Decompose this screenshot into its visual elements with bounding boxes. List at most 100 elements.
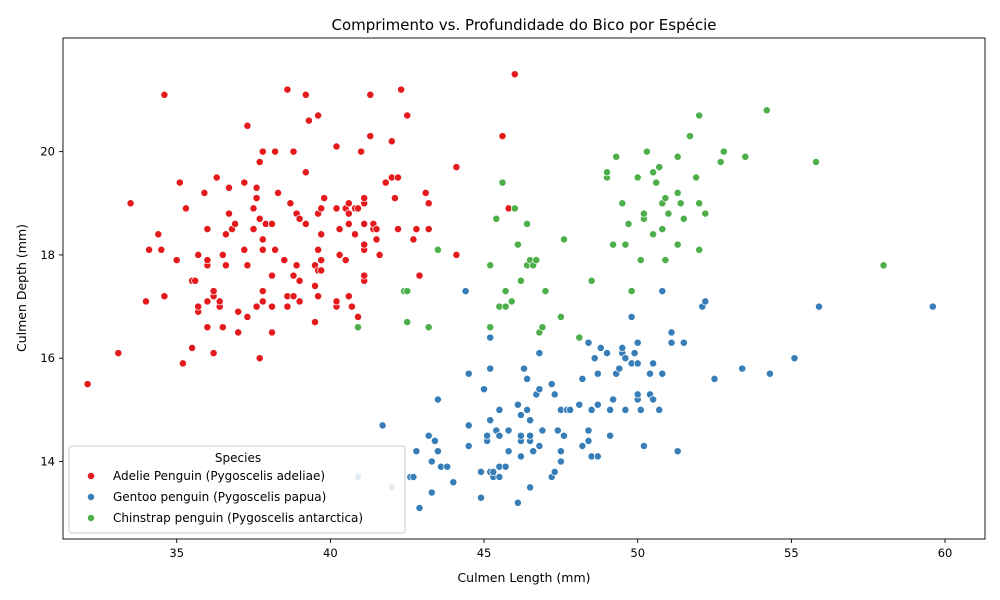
data-point — [317, 256, 326, 265]
data-point — [532, 256, 541, 265]
data-point — [271, 245, 280, 254]
data-point — [252, 302, 261, 311]
data-point — [495, 405, 504, 414]
data-point — [412, 225, 421, 234]
data-point — [510, 204, 519, 213]
data-point — [452, 250, 461, 259]
series-group — [354, 106, 888, 342]
data-point — [464, 442, 473, 450]
data-point — [516, 411, 525, 419]
data-point — [566, 405, 575, 414]
data-point — [603, 349, 611, 358]
data-point — [492, 214, 501, 223]
data-point — [513, 240, 522, 249]
y-tick-label: 14 — [40, 455, 55, 469]
data-point — [523, 374, 532, 383]
data-point — [701, 209, 710, 218]
data-point — [526, 483, 535, 492]
data-point — [335, 225, 344, 234]
data-point — [649, 359, 658, 368]
data-point — [175, 178, 184, 187]
data-point — [317, 266, 326, 275]
data-point — [575, 333, 584, 342]
data-point — [215, 297, 224, 306]
data-point — [615, 364, 624, 373]
data-point — [366, 132, 375, 141]
data-point — [212, 173, 221, 182]
data-point — [301, 168, 310, 177]
data-point — [234, 307, 243, 316]
data-point — [679, 214, 688, 223]
data-point — [200, 188, 209, 197]
data-point — [701, 297, 710, 306]
data-point — [271, 147, 280, 156]
data-point — [498, 132, 507, 141]
data-point — [360, 219, 369, 228]
data-point — [658, 287, 667, 296]
data-point — [606, 405, 615, 414]
data-point — [225, 183, 233, 192]
data-point — [765, 369, 774, 378]
data-point — [636, 256, 645, 265]
data-point — [258, 235, 267, 244]
data-point — [627, 312, 636, 321]
data-point — [477, 493, 485, 502]
data-point — [587, 276, 596, 285]
data-point — [354, 312, 362, 321]
data-point — [344, 199, 353, 208]
data-point — [762, 106, 771, 115]
data-point — [584, 338, 593, 347]
data-point — [636, 405, 645, 414]
data-point — [501, 302, 510, 311]
data-point — [501, 287, 510, 296]
data-point — [295, 214, 304, 223]
data-point — [188, 343, 197, 352]
data-point — [673, 447, 682, 456]
data-point — [280, 256, 289, 265]
data-point — [415, 504, 424, 512]
data-point — [673, 240, 682, 249]
data-point — [255, 158, 264, 166]
data-point — [609, 395, 618, 404]
data-point — [412, 447, 421, 456]
data-point — [268, 219, 276, 228]
data-point — [221, 261, 230, 270]
data-point — [203, 323, 212, 332]
data-point — [427, 488, 436, 497]
data-point — [695, 111, 704, 120]
data-point — [234, 328, 243, 337]
data-point — [486, 333, 495, 342]
data-point — [409, 235, 418, 244]
data-point — [372, 235, 381, 244]
data-point — [464, 421, 473, 430]
data-point — [268, 271, 276, 280]
plot-frame — [62, 37, 986, 540]
y-axis: 14 16 18 20 — [40, 145, 63, 469]
data-point — [191, 276, 200, 285]
data-point — [486, 323, 495, 332]
data-point — [655, 163, 664, 172]
data-point — [646, 369, 654, 378]
legend-marker — [87, 493, 95, 501]
data-point — [516, 431, 525, 440]
data-point — [529, 447, 538, 456]
data-point — [430, 436, 439, 445]
data-point — [243, 312, 252, 321]
data-point — [879, 261, 888, 270]
data-point — [344, 219, 353, 228]
data-point — [633, 390, 642, 399]
legend-marker — [87, 472, 95, 480]
data-point — [477, 467, 485, 476]
data-point — [268, 302, 276, 311]
data-point — [344, 292, 353, 301]
data-point — [427, 457, 436, 466]
data-point — [516, 452, 525, 461]
data-point — [547, 380, 556, 389]
data-point — [209, 287, 218, 296]
data-point — [403, 318, 412, 327]
data-point — [218, 250, 227, 259]
data-point — [424, 199, 433, 208]
data-point — [538, 323, 547, 332]
data-point — [584, 436, 593, 445]
data-point — [461, 287, 470, 296]
